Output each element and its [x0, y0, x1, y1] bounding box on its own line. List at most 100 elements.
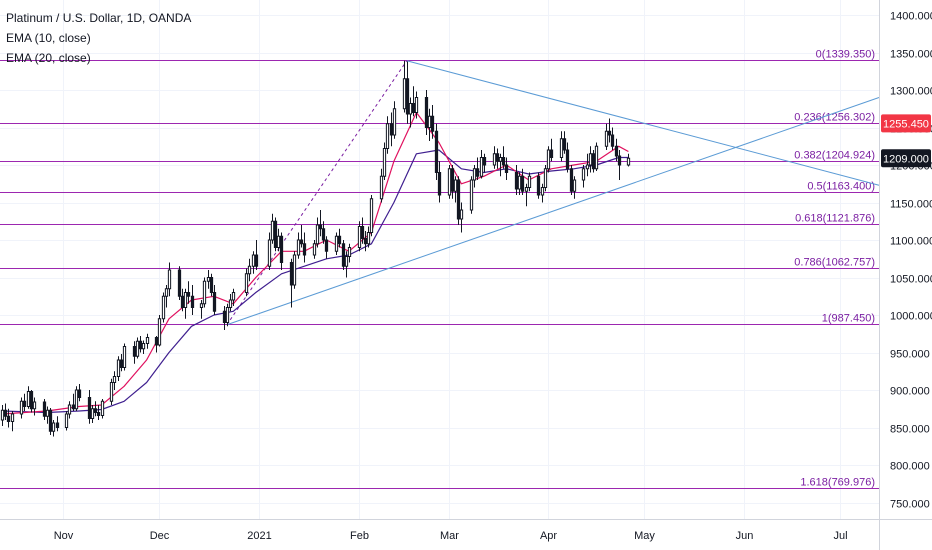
ema10-legend[interactable]: EMA (10, close): [6, 31, 91, 45]
ema10-line: [1, 111, 629, 415]
candle: [64, 411, 69, 431]
candle-body: [186, 292, 191, 297]
candle-body: [347, 247, 352, 257]
candle: [209, 273, 214, 297]
candle-body: [254, 254, 259, 267]
candle-body: [6, 415, 11, 422]
candle-body: [318, 224, 323, 230]
candle: [540, 183, 545, 203]
candle: [453, 176, 458, 203]
candle: [112, 371, 117, 390]
candle-body: [138, 340, 143, 350]
candle-body: [498, 157, 503, 162]
candle-body: [209, 277, 214, 293]
candle: [90, 405, 95, 423]
candle: [96, 405, 101, 420]
candle: [588, 146, 593, 173]
candle-body: [132, 346, 137, 357]
candle: [344, 251, 349, 278]
candle-body: [382, 148, 387, 177]
candle-body: [437, 172, 442, 196]
candle-body: [299, 239, 304, 245]
grid-lines: [0, 0, 879, 519]
price-tags: 1255.450 1209.000: [881, 114, 931, 168]
candle-body: [604, 130, 609, 147]
candle: [437, 161, 442, 203]
y-tick-label: 750.000: [890, 499, 930, 511]
candle-body: [360, 226, 365, 239]
candle-body: [524, 187, 529, 192]
candle: [604, 123, 609, 150]
candle-body: [157, 318, 162, 346]
trendlines[interactable]: [226, 60, 880, 326]
candle-body: [119, 359, 124, 368]
candle: [469, 176, 474, 214]
candle-body: [549, 149, 554, 158]
candle: [212, 285, 217, 315]
candle: [244, 268, 249, 297]
candle: [0, 405, 5, 426]
candle-body: [402, 78, 407, 110]
candle-body: [414, 97, 419, 113]
time-axis[interactable]: Nov Dec 2021 Feb Mar Apr May Jun Jul: [54, 530, 848, 542]
candle: [180, 288, 185, 312]
candle: [206, 270, 211, 289]
candle-body: [141, 343, 146, 350]
candle: [87, 390, 92, 424]
chart-legend: Platinum / U.S. Dollar, 1D, OANDA EMA (1…: [6, 8, 191, 68]
candle-body: [411, 103, 416, 113]
x-tick-label: May: [634, 530, 655, 542]
y-tick-label: 850.000: [890, 424, 930, 436]
candle: [337, 228, 342, 248]
candle: [536, 172, 541, 199]
price-tag: 1255.450: [881, 114, 931, 133]
candle-body: [190, 295, 195, 308]
candle: [161, 292, 166, 323]
candle-body: [495, 153, 500, 162]
candle-body: [48, 409, 53, 432]
candle-body: [3, 409, 8, 417]
candle-body: [504, 164, 509, 173]
candle: [292, 251, 297, 289]
candle: [546, 146, 551, 173]
candle: [276, 228, 281, 252]
candle-body: [45, 409, 50, 417]
candle: [495, 148, 500, 169]
candle-body: [408, 103, 413, 115]
candle-body: [475, 168, 480, 177]
candle-body: [67, 404, 72, 415]
candle-body: [42, 401, 47, 417]
candle: [135, 337, 140, 359]
price-axis[interactable]: 750.000 800.000 850.000 900.000 950.000 1000.…: [890, 11, 932, 511]
x-tick-label: 2021: [247, 530, 271, 542]
candle-body: [453, 179, 458, 192]
candle: [318, 210, 323, 237]
fib-level-label: 1.618(769.976): [800, 477, 875, 489]
candle-body: [341, 243, 346, 267]
symbol-title[interactable]: Platinum / U.S. Dollar, 1D, OANDA: [6, 11, 192, 25]
candle-body: [180, 295, 185, 308]
fibonacci-levels[interactable]: 0(1339.350)0.236(1256.302)0.382(1204.924…: [0, 49, 879, 489]
candle-body: [225, 307, 230, 323]
candle: [581, 165, 586, 188]
candle: [357, 221, 362, 252]
candle-body: [164, 288, 169, 297]
candle-body: [546, 149, 551, 170]
candle: [51, 420, 56, 437]
ema20-legend[interactable]: EMA (20, close): [6, 51, 91, 65]
candle-body: [334, 235, 339, 252]
y-tick-label: 1400.000: [890, 11, 932, 23]
candle-body: [572, 179, 577, 192]
candle: [527, 172, 532, 192]
candle-body: [459, 209, 464, 220]
y-tick-label: 1350.000: [890, 49, 932, 61]
candle-body: [527, 175, 532, 188]
candle: [164, 285, 169, 308]
candle-body: [363, 238, 368, 245]
candle: [392, 101, 397, 139]
candle: [267, 232, 272, 270]
candle: [389, 112, 394, 147]
candle-body: [161, 295, 166, 320]
candle: [572, 176, 577, 199]
